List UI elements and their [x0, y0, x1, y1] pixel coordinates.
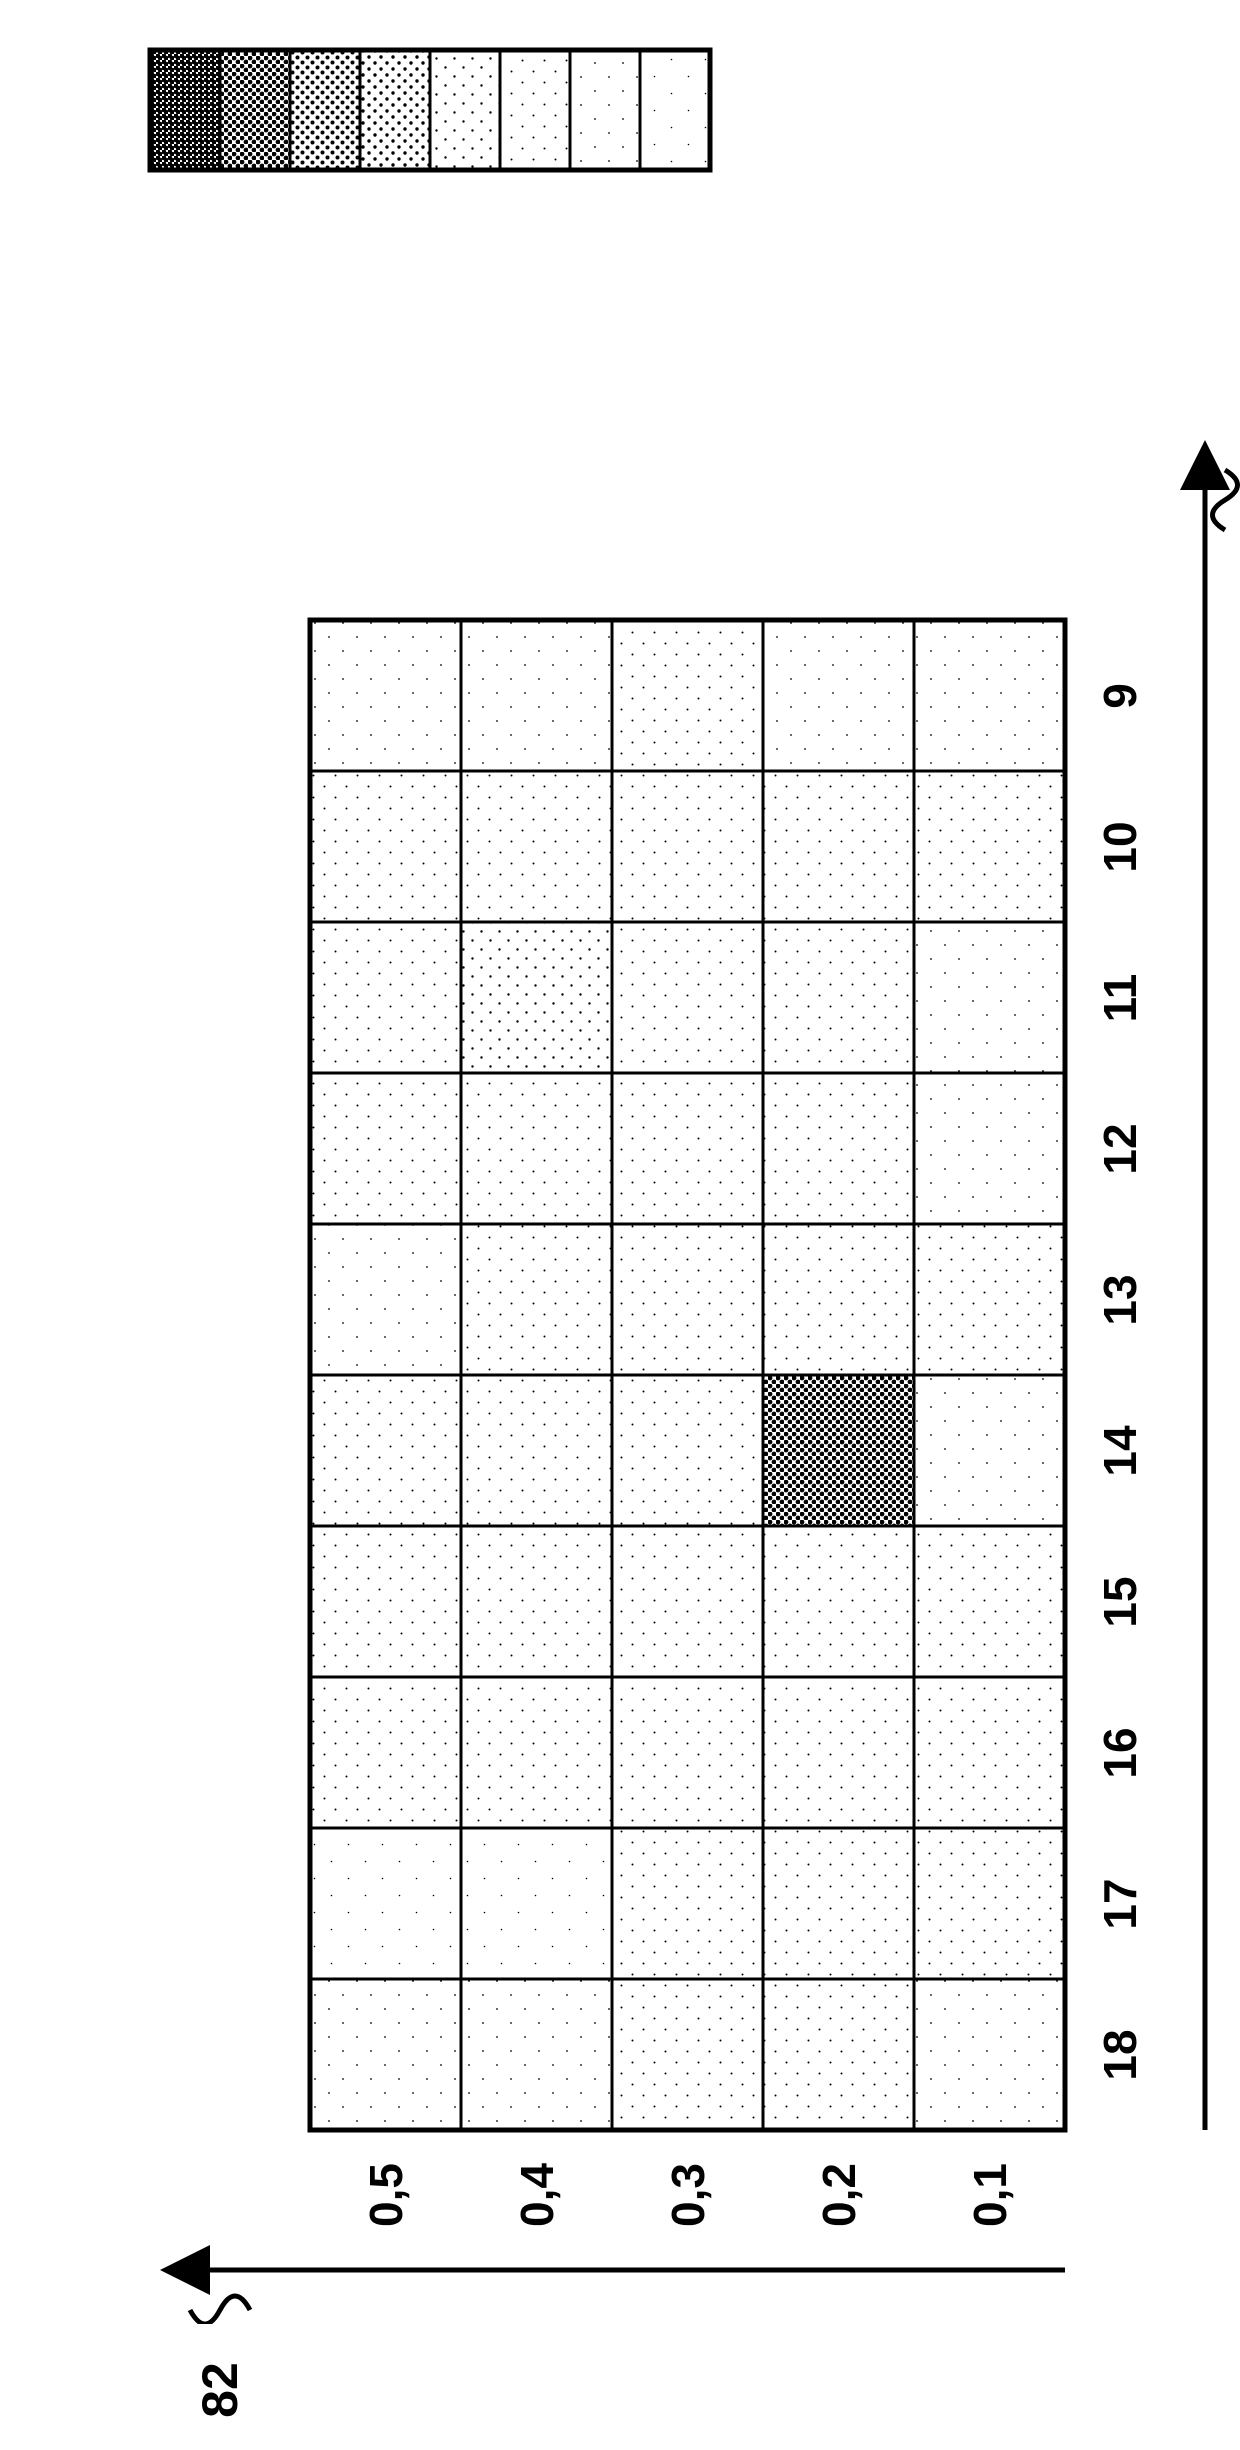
heatmap-cell: [612, 1073, 763, 1224]
heatmap-cell: [461, 771, 612, 922]
x-tick-label: 15: [1090, 1542, 1150, 1662]
heatmap-cell: [763, 922, 914, 1073]
heatmap-cell: [914, 1526, 1065, 1677]
heatmap-cell: [310, 620, 461, 771]
y-tick-label: 0,3: [658, 2135, 718, 2255]
heatmap-cell: [461, 1375, 612, 1526]
heatmap-cell: [914, 771, 1065, 922]
legend: [150, 50, 710, 170]
x-tick-label: 18: [1090, 1995, 1150, 2115]
heatmap-cell: [310, 1526, 461, 1677]
x-tick-label: 13: [1090, 1240, 1150, 1360]
heatmap-cell: [310, 922, 461, 1073]
y-axis-ref-label: 82: [190, 2330, 250, 2450]
x-tick-label: 16: [1090, 1693, 1150, 1813]
heatmap-cell: [310, 1677, 461, 1828]
heatmap-cell: [461, 1073, 612, 1224]
x-tick-label: 17: [1090, 1844, 1150, 1964]
heatmap-grid: [310, 620, 1065, 2130]
heatmap-cell: [310, 1073, 461, 1224]
heatmap-cell: [914, 1224, 1065, 1375]
heatmap-cell: [612, 1375, 763, 1526]
heatmap-cell: [310, 1979, 461, 2130]
heatmap-cell: [763, 1073, 914, 1224]
legend-swatch: [430, 50, 500, 170]
legend-swatch: [570, 50, 640, 170]
x-axis-tilde: [1213, 470, 1238, 530]
heatmap-cell: [461, 1526, 612, 1677]
figure-root: 91011121314151617180,50,40,30,20,18284: [0, 0, 1240, 2324]
heatmap-cell: [763, 1979, 914, 2130]
heatmap-cell: [612, 620, 763, 771]
heatmap-cell: [612, 1526, 763, 1677]
heatmap-cell: [763, 1224, 914, 1375]
y-axis-tilde: [190, 2296, 250, 2324]
heatmap-svg: [0, 0, 1240, 2324]
heatmap-cell: [763, 1526, 914, 1677]
heatmap-cell: [310, 1828, 461, 1979]
heatmap-cell: [914, 1979, 1065, 2130]
heatmap-cell: [310, 771, 461, 922]
legend-swatch: [360, 50, 430, 170]
heatmap-cell: [461, 1224, 612, 1375]
heatmap-cell: [612, 771, 763, 922]
legend-swatch: [290, 50, 360, 170]
heatmap-cell: [310, 1375, 461, 1526]
heatmap-cell: [763, 620, 914, 771]
heatmap-cell: [763, 1828, 914, 1979]
y-tick-label: 0,1: [960, 2135, 1020, 2255]
heatmap-cell: [612, 922, 763, 1073]
x-tick-label: 10: [1090, 787, 1150, 907]
heatmap-cell: [914, 620, 1065, 771]
x-tick-label: 12: [1090, 1089, 1150, 1209]
heatmap-cell: [461, 1677, 612, 1828]
heatmap-cell: [914, 1677, 1065, 1828]
heatmap-cell: [914, 1073, 1065, 1224]
heatmap-cell: [461, 620, 612, 771]
heatmap-cell: [461, 1979, 612, 2130]
heatmap-cell: [461, 922, 612, 1073]
legend-swatch: [500, 50, 570, 170]
legend-swatch: [150, 50, 220, 170]
heatmap-cell: [914, 1375, 1065, 1526]
heatmap-cell: [914, 1828, 1065, 1979]
y-tick-label: 0,4: [507, 2135, 567, 2255]
x-tick-label: 9: [1090, 636, 1150, 756]
y-tick-label: 0,5: [356, 2135, 416, 2255]
legend-swatch: [220, 50, 290, 170]
legend-swatch: [640, 50, 710, 170]
heatmap-cell: [763, 1375, 914, 1526]
heatmap-cell: [914, 922, 1065, 1073]
heatmap-cell: [763, 771, 914, 922]
x-tick-label: 14: [1090, 1391, 1150, 1511]
heatmap-cell: [763, 1677, 914, 1828]
heatmap-cell: [612, 1979, 763, 2130]
heatmap-cell: [612, 1677, 763, 1828]
heatmap-cell: [461, 1828, 612, 1979]
heatmap-cell: [612, 1828, 763, 1979]
heatmap-cell: [310, 1224, 461, 1375]
heatmap-cell: [612, 1224, 763, 1375]
y-tick-label: 0,2: [809, 2135, 869, 2255]
x-tick-label: 11: [1090, 938, 1150, 1058]
